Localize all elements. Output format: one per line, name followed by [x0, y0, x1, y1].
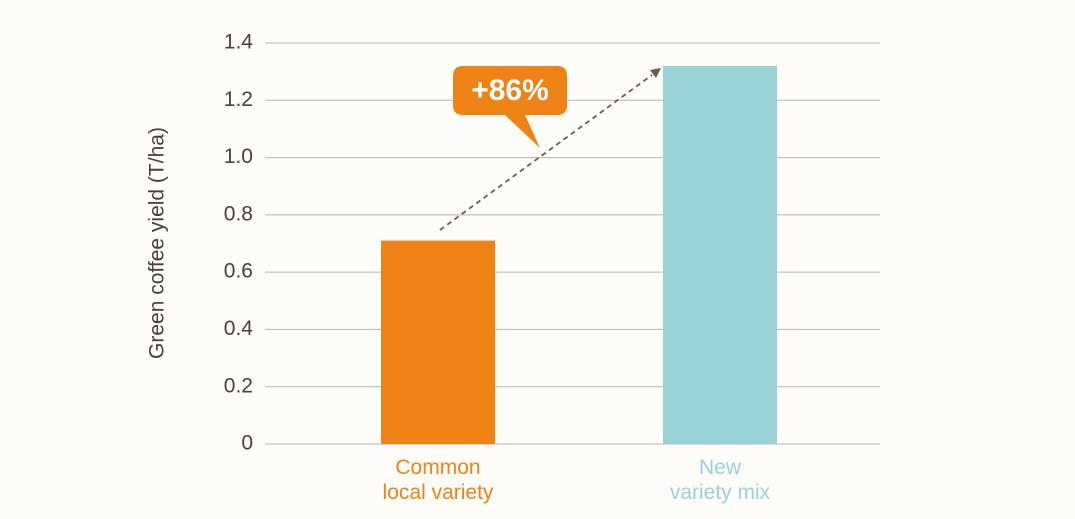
y-axis-label: Green coffee yield (T/ha) [146, 127, 169, 359]
y-tick-label: 1.2 [224, 88, 253, 111]
trend-arrow [439, 74, 653, 231]
y-tick-label: 0 [241, 432, 253, 455]
x-tick-label: Common local variety [382, 456, 494, 504]
annotation-text: +86% [471, 74, 549, 107]
y-tick-label: 1.0 [224, 145, 253, 168]
y-tick-label: 0.2 [224, 374, 253, 397]
y-tick-label: 0.8 [224, 202, 253, 225]
x-tick-label: New variety mix [669, 456, 771, 504]
annotation-bubble [453, 66, 567, 148]
bar [663, 65, 777, 445]
bar [381, 240, 495, 444]
y-tick-label: 0.6 [224, 260, 253, 283]
arrow-head [650, 68, 661, 78]
y-tick-label: 1.4 [224, 31, 254, 54]
plot-area: 0 0.2 0.4 0.6 0.8 1.0 1.2 1.4 [224, 31, 880, 455]
y-tick-label: 0.4 [224, 317, 254, 340]
